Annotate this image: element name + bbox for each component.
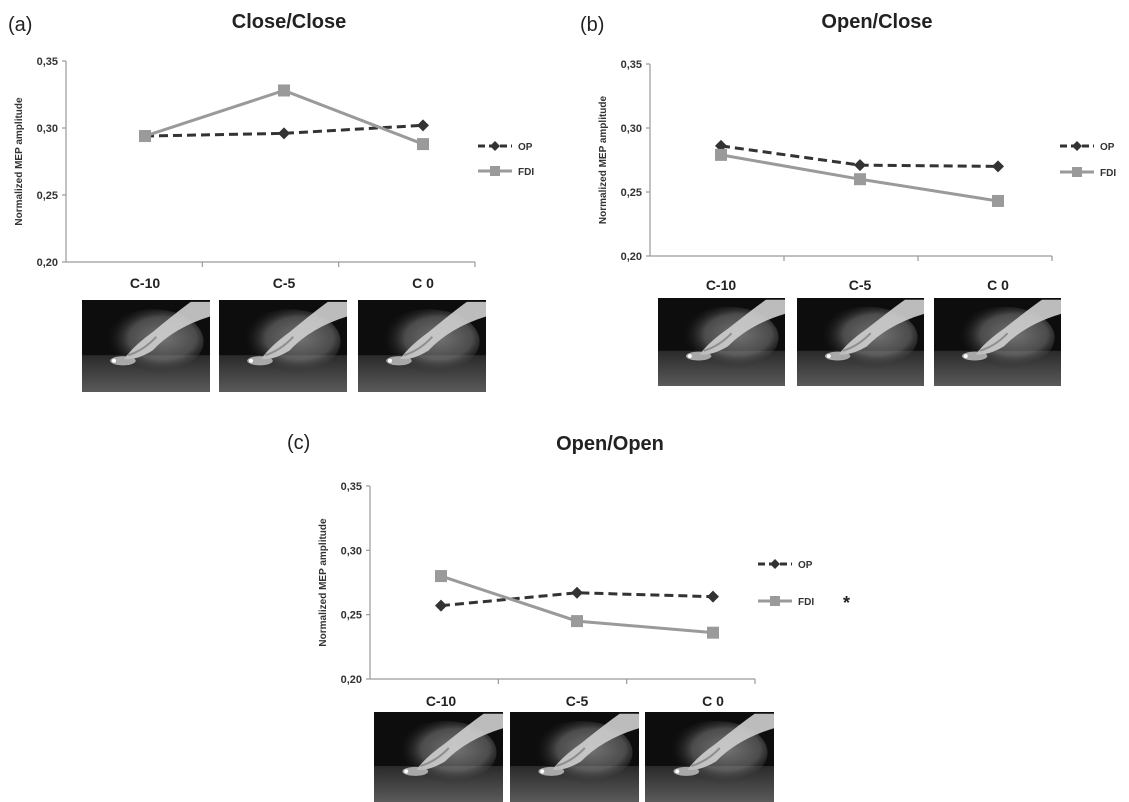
y-tick-label: 0,35 <box>621 59 642 71</box>
x-tick-label: C 0 <box>412 275 434 291</box>
hand-grasp-photo <box>374 712 503 802</box>
legend-label: OP <box>518 142 533 153</box>
panel-letter: (a) <box>8 14 32 36</box>
legend-label: FDI <box>518 167 534 178</box>
data-point-fdi <box>139 130 151 143</box>
legend-marker <box>490 166 500 176</box>
y-tick-label: 0,30 <box>37 123 58 135</box>
data-point-op <box>707 590 719 603</box>
x-tick-label: C 0 <box>702 693 724 709</box>
y-tick-label: 0,25 <box>37 190 58 202</box>
panel-letter: (c) <box>287 432 310 454</box>
data-point-fdi <box>707 626 719 639</box>
data-point-fdi <box>715 148 727 161</box>
x-tick-label: C-10 <box>130 275 161 291</box>
hand-grasp-photo <box>934 298 1061 386</box>
data-point-fdi <box>571 615 583 628</box>
chart-panel-0: (a) Close/Close 0,20 0,25 0,30 0,35 C-10 C-5 C 0… <box>8 11 534 392</box>
data-point-fdi <box>854 173 866 186</box>
legend-label: FDI <box>798 597 814 608</box>
x-tick-label: C-5 <box>849 277 872 293</box>
significance-star: * <box>843 593 850 613</box>
y-tick-label: 0,20 <box>37 257 58 269</box>
data-point-fdi <box>278 84 290 97</box>
chart-panel-1: (b) Open/Close 0,20 0,25 0,30 0,35 C-10 C-5 C 0 N… <box>580 11 1116 386</box>
data-point-op <box>992 160 1004 173</box>
panel-letter: (b) <box>580 14 604 36</box>
y-axis-label: Normalized MEP amplitude <box>14 97 25 226</box>
legend-label: OP <box>798 560 813 571</box>
data-point-op <box>854 159 866 172</box>
y-tick-label: 0,30 <box>621 123 642 135</box>
data-point-op <box>435 599 447 612</box>
hand-grasp-photo <box>645 712 774 802</box>
chart-title: Close/Close <box>232 11 346 33</box>
x-tick-label: C 0 <box>987 277 1009 293</box>
y-tick-label: 0,35 <box>341 481 362 493</box>
y-tick-label: 0,35 <box>37 56 58 68</box>
chart-title: Open/Close <box>821 11 932 33</box>
y-tick-label: 0,20 <box>341 674 362 686</box>
legend-marker <box>1072 167 1082 177</box>
chart-title: Open/Open <box>556 433 664 455</box>
y-tick-label: 0,25 <box>341 610 362 622</box>
data-point-fdi <box>417 138 429 151</box>
hand-grasp-photo <box>219 300 347 392</box>
data-point-op <box>571 586 583 599</box>
data-point-fdi <box>992 194 1004 207</box>
y-tick-label: 0,20 <box>621 251 642 263</box>
series-line-op <box>144 123 424 138</box>
x-tick-label: C-10 <box>706 277 737 293</box>
hand-grasp-photo <box>797 298 924 386</box>
y-tick-label: 0,30 <box>341 545 362 557</box>
x-tick-label: C-5 <box>566 693 589 709</box>
series-line-op <box>440 591 714 608</box>
hand-grasp-photo <box>358 300 486 392</box>
y-axis-label: Normalized MEP amplitude <box>598 95 609 224</box>
hand-grasp-photo <box>658 298 785 386</box>
data-point-fdi <box>435 570 447 583</box>
legend-marker <box>490 141 500 151</box>
y-axis-label: Normalized MEP amplitude <box>318 518 329 647</box>
legend-label: FDI <box>1100 168 1116 179</box>
data-point-op <box>278 127 290 140</box>
legend-marker <box>1072 141 1082 151</box>
legend-marker <box>770 596 780 606</box>
data-point-op <box>417 119 429 132</box>
legend-marker <box>770 559 780 569</box>
y-tick-label: 0,25 <box>621 187 642 199</box>
legend-label: OP <box>1100 142 1115 153</box>
chart-panel-2: (c) Open/Open 0,20 0,25 0,30 0,35 C-10 C-5 C 0 No… <box>287 432 850 802</box>
x-tick-label: C-10 <box>426 693 457 709</box>
x-tick-label: C-5 <box>273 275 296 291</box>
hand-grasp-photo <box>82 300 210 392</box>
hand-grasp-photo <box>510 712 639 802</box>
